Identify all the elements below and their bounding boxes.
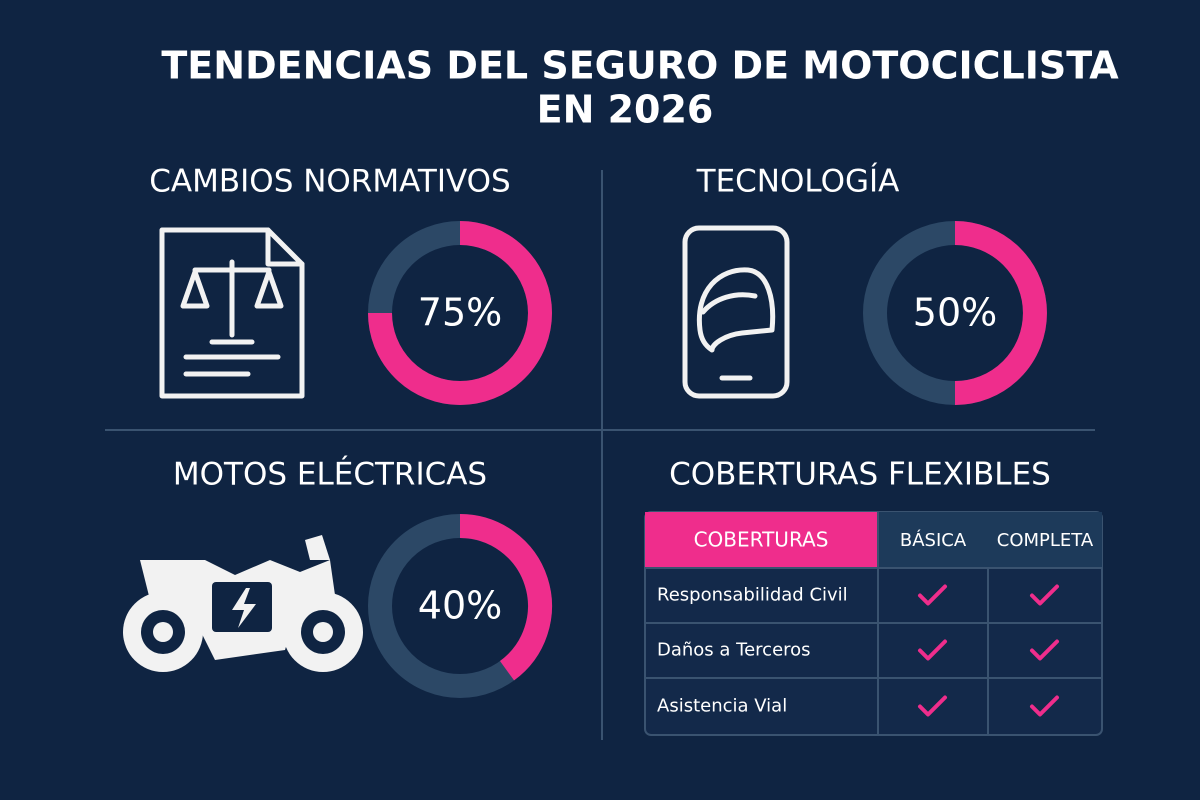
check-mark bbox=[1030, 695, 1059, 717]
check-mark bbox=[918, 695, 947, 717]
donut-arc bbox=[459, 514, 552, 681]
section-title: MOTOS ELÉCTRICAS bbox=[173, 457, 487, 493]
section-title: CAMBIOS NORMATIVOS bbox=[149, 164, 510, 200]
header-cell bbox=[645, 512, 878, 568]
document-icon bbox=[159, 227, 305, 399]
header-cell bbox=[878, 512, 1102, 568]
donut-label: 75% bbox=[418, 291, 502, 335]
donut-label: 50% bbox=[913, 291, 997, 335]
check-mark bbox=[918, 584, 947, 606]
title: EN 2026 bbox=[537, 88, 714, 132]
title: TENDENCIAS DEL SEGURO DE MOTOCICLISTA bbox=[161, 44, 1119, 88]
donut-arc bbox=[368, 221, 552, 405]
section-title: TECNOLOGÍA bbox=[696, 164, 900, 200]
row-label: Asistencia Vial bbox=[657, 696, 787, 717]
header-text: COBERTURAS bbox=[694, 528, 829, 552]
check-mark bbox=[1030, 639, 1059, 661]
header-text: BÁSICA bbox=[900, 529, 967, 551]
header-text: COMPLETA bbox=[997, 530, 1094, 551]
check-mark bbox=[1030, 584, 1059, 606]
donut-arc bbox=[954, 221, 1047, 405]
check-mark bbox=[918, 639, 947, 661]
row-label: Daños a Terceros bbox=[657, 640, 811, 661]
phone-icon bbox=[682, 225, 790, 399]
row-label: Responsabilidad Civil bbox=[657, 585, 848, 606]
donut-label: 40% bbox=[418, 584, 502, 628]
motorcycle-icon bbox=[123, 535, 363, 672]
section-title: COBERTURAS FLEXIBLES bbox=[669, 457, 1051, 493]
